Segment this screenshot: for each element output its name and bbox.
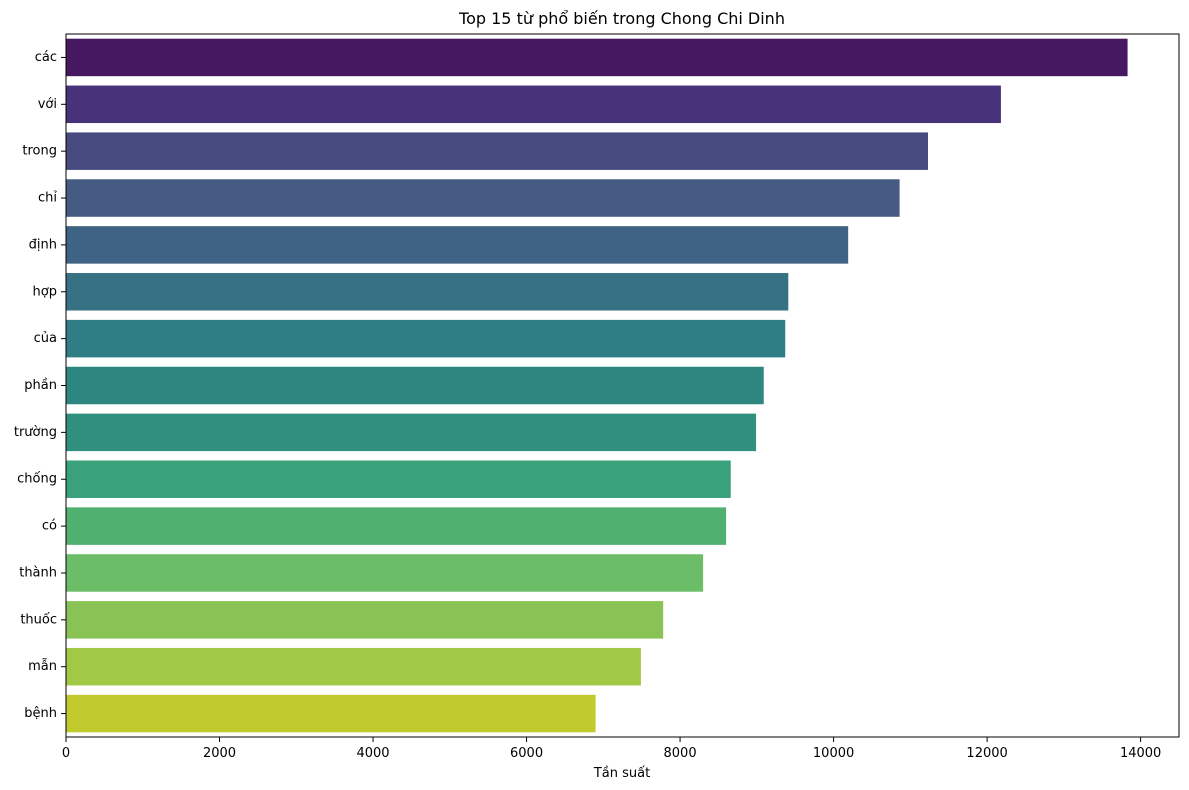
x-tick-label: 8000 [664,746,697,761]
x-tick-label: 2000 [203,746,236,761]
x-tick-label: 14000 [1120,746,1161,761]
y-tick-label: phần [24,378,57,393]
bar-9 [66,460,731,498]
bars-group [66,38,1128,733]
bar-5 [66,273,789,311]
bar-12 [66,601,664,639]
x-axis-label: Tần suất [593,766,650,781]
y-tick-label: thành [19,565,57,580]
y-tick-label: của [34,331,57,346]
bar-14 [66,694,596,733]
bar-8 [66,413,757,452]
bar-7 [66,366,764,405]
y-tick-label: mẫn [28,659,57,674]
y-tick-label: thuốc [20,612,57,627]
bar-4 [66,226,849,264]
bar-3 [66,179,900,217]
chart-title: Top 15 từ phổ biến trong Chong Chi Dinh [458,9,785,28]
bar-10 [66,507,727,545]
y-tick-label: trường [14,425,57,440]
y-tick-label: chỉ [38,191,57,206]
x-tick-label: 6000 [510,746,543,761]
bar-11 [66,554,704,592]
y-tick-label: chống [17,472,57,487]
bar-13 [66,647,641,686]
y-tick-label: định [29,237,57,252]
y-axis-ticks: các với trong chỉ định hợp của phần trường chống c… [14,50,66,721]
x-axis-ticks: 0 2000 4000 6000 8000 10000 12000 14000 [62,737,1161,761]
bar-6 [66,319,786,358]
bar-2 [66,132,928,170]
x-tick-label: 0 [62,746,70,761]
y-tick-label: trong [22,144,57,159]
x-tick-label: 10000 [813,746,854,761]
x-tick-label: 4000 [356,746,389,761]
bar-0 [66,38,1128,77]
y-tick-label: các [35,50,57,65]
plot-frame [65,33,1180,738]
bar-1 [66,85,1001,124]
y-tick-label: bệnh [24,706,57,721]
y-tick-label: hợp [33,284,57,299]
x-tick-label: 12000 [966,746,1007,761]
y-tick-label: với [38,97,57,112]
y-tick-label: có [42,519,57,534]
